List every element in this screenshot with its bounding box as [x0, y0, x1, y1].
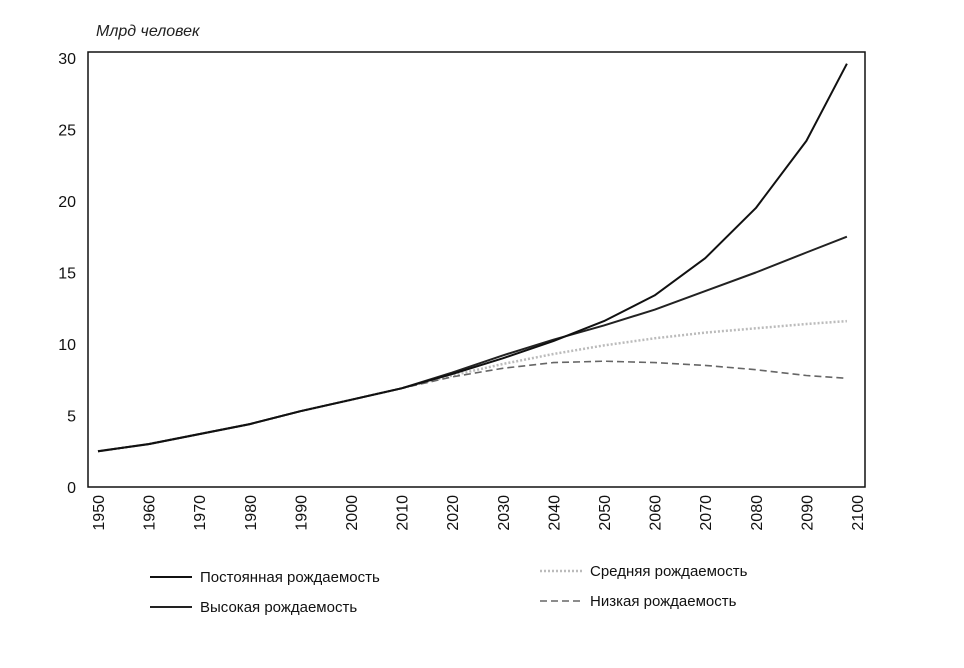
x-axis: 1950 1960 1970 1980 1990 2000 2010 2020 2030 2040… — [91, 495, 867, 531]
y-tick-label: 0 — [67, 480, 76, 497]
x-tick-label: 2060 — [648, 495, 665, 531]
x-tick-label: 2070 — [698, 495, 715, 531]
x-tick-label: 1980 — [243, 495, 260, 531]
x-tick-label: 2080 — [749, 495, 766, 531]
x-tick-label: 1950 — [91, 495, 108, 531]
y-axis: 0 5 10 15 20 25 30 — [58, 51, 76, 497]
x-tick-label: 2040 — [546, 495, 563, 531]
x-tick-label: 2090 — [799, 495, 816, 531]
y-tick-label: 15 — [58, 266, 76, 283]
series-line — [97, 235, 848, 453]
x-tick-label: 2030 — [496, 495, 513, 531]
x-tick-label: 2020 — [445, 495, 462, 531]
x-tick-label: 2000 — [344, 495, 361, 531]
x-tick-label: 2050 — [597, 495, 614, 531]
y-tick-label: 10 — [58, 337, 76, 354]
x-tick-label: 1990 — [293, 495, 310, 531]
x-tick-label: 2100 — [850, 495, 867, 531]
legend-label: Низкая рождаемость — [590, 593, 737, 610]
y-tick-label: 5 — [67, 409, 76, 426]
x-tick-label: 2010 — [395, 495, 412, 531]
x-tick-label: 1960 — [142, 495, 159, 531]
y-tick-label: 25 — [58, 123, 76, 140]
plot-frame — [87, 51, 866, 488]
series-line — [97, 360, 847, 453]
series-lines — [97, 63, 848, 453]
y-tick-label: 20 — [58, 194, 76, 211]
y-tick-label: 30 — [58, 51, 76, 68]
legend-label: Высокая рождаемость — [200, 599, 357, 616]
legend: Постоянная рождаемость Высокая рождаемост… — [150, 563, 748, 616]
y-axis-unit-label: Млрд человек — [96, 23, 201, 40]
x-tick-label: 1970 — [192, 495, 209, 531]
legend-label: Средняя рождаемость — [590, 563, 748, 580]
series-line — [97, 63, 848, 453]
legend-label: Постоянная рождаемость — [200, 569, 380, 586]
